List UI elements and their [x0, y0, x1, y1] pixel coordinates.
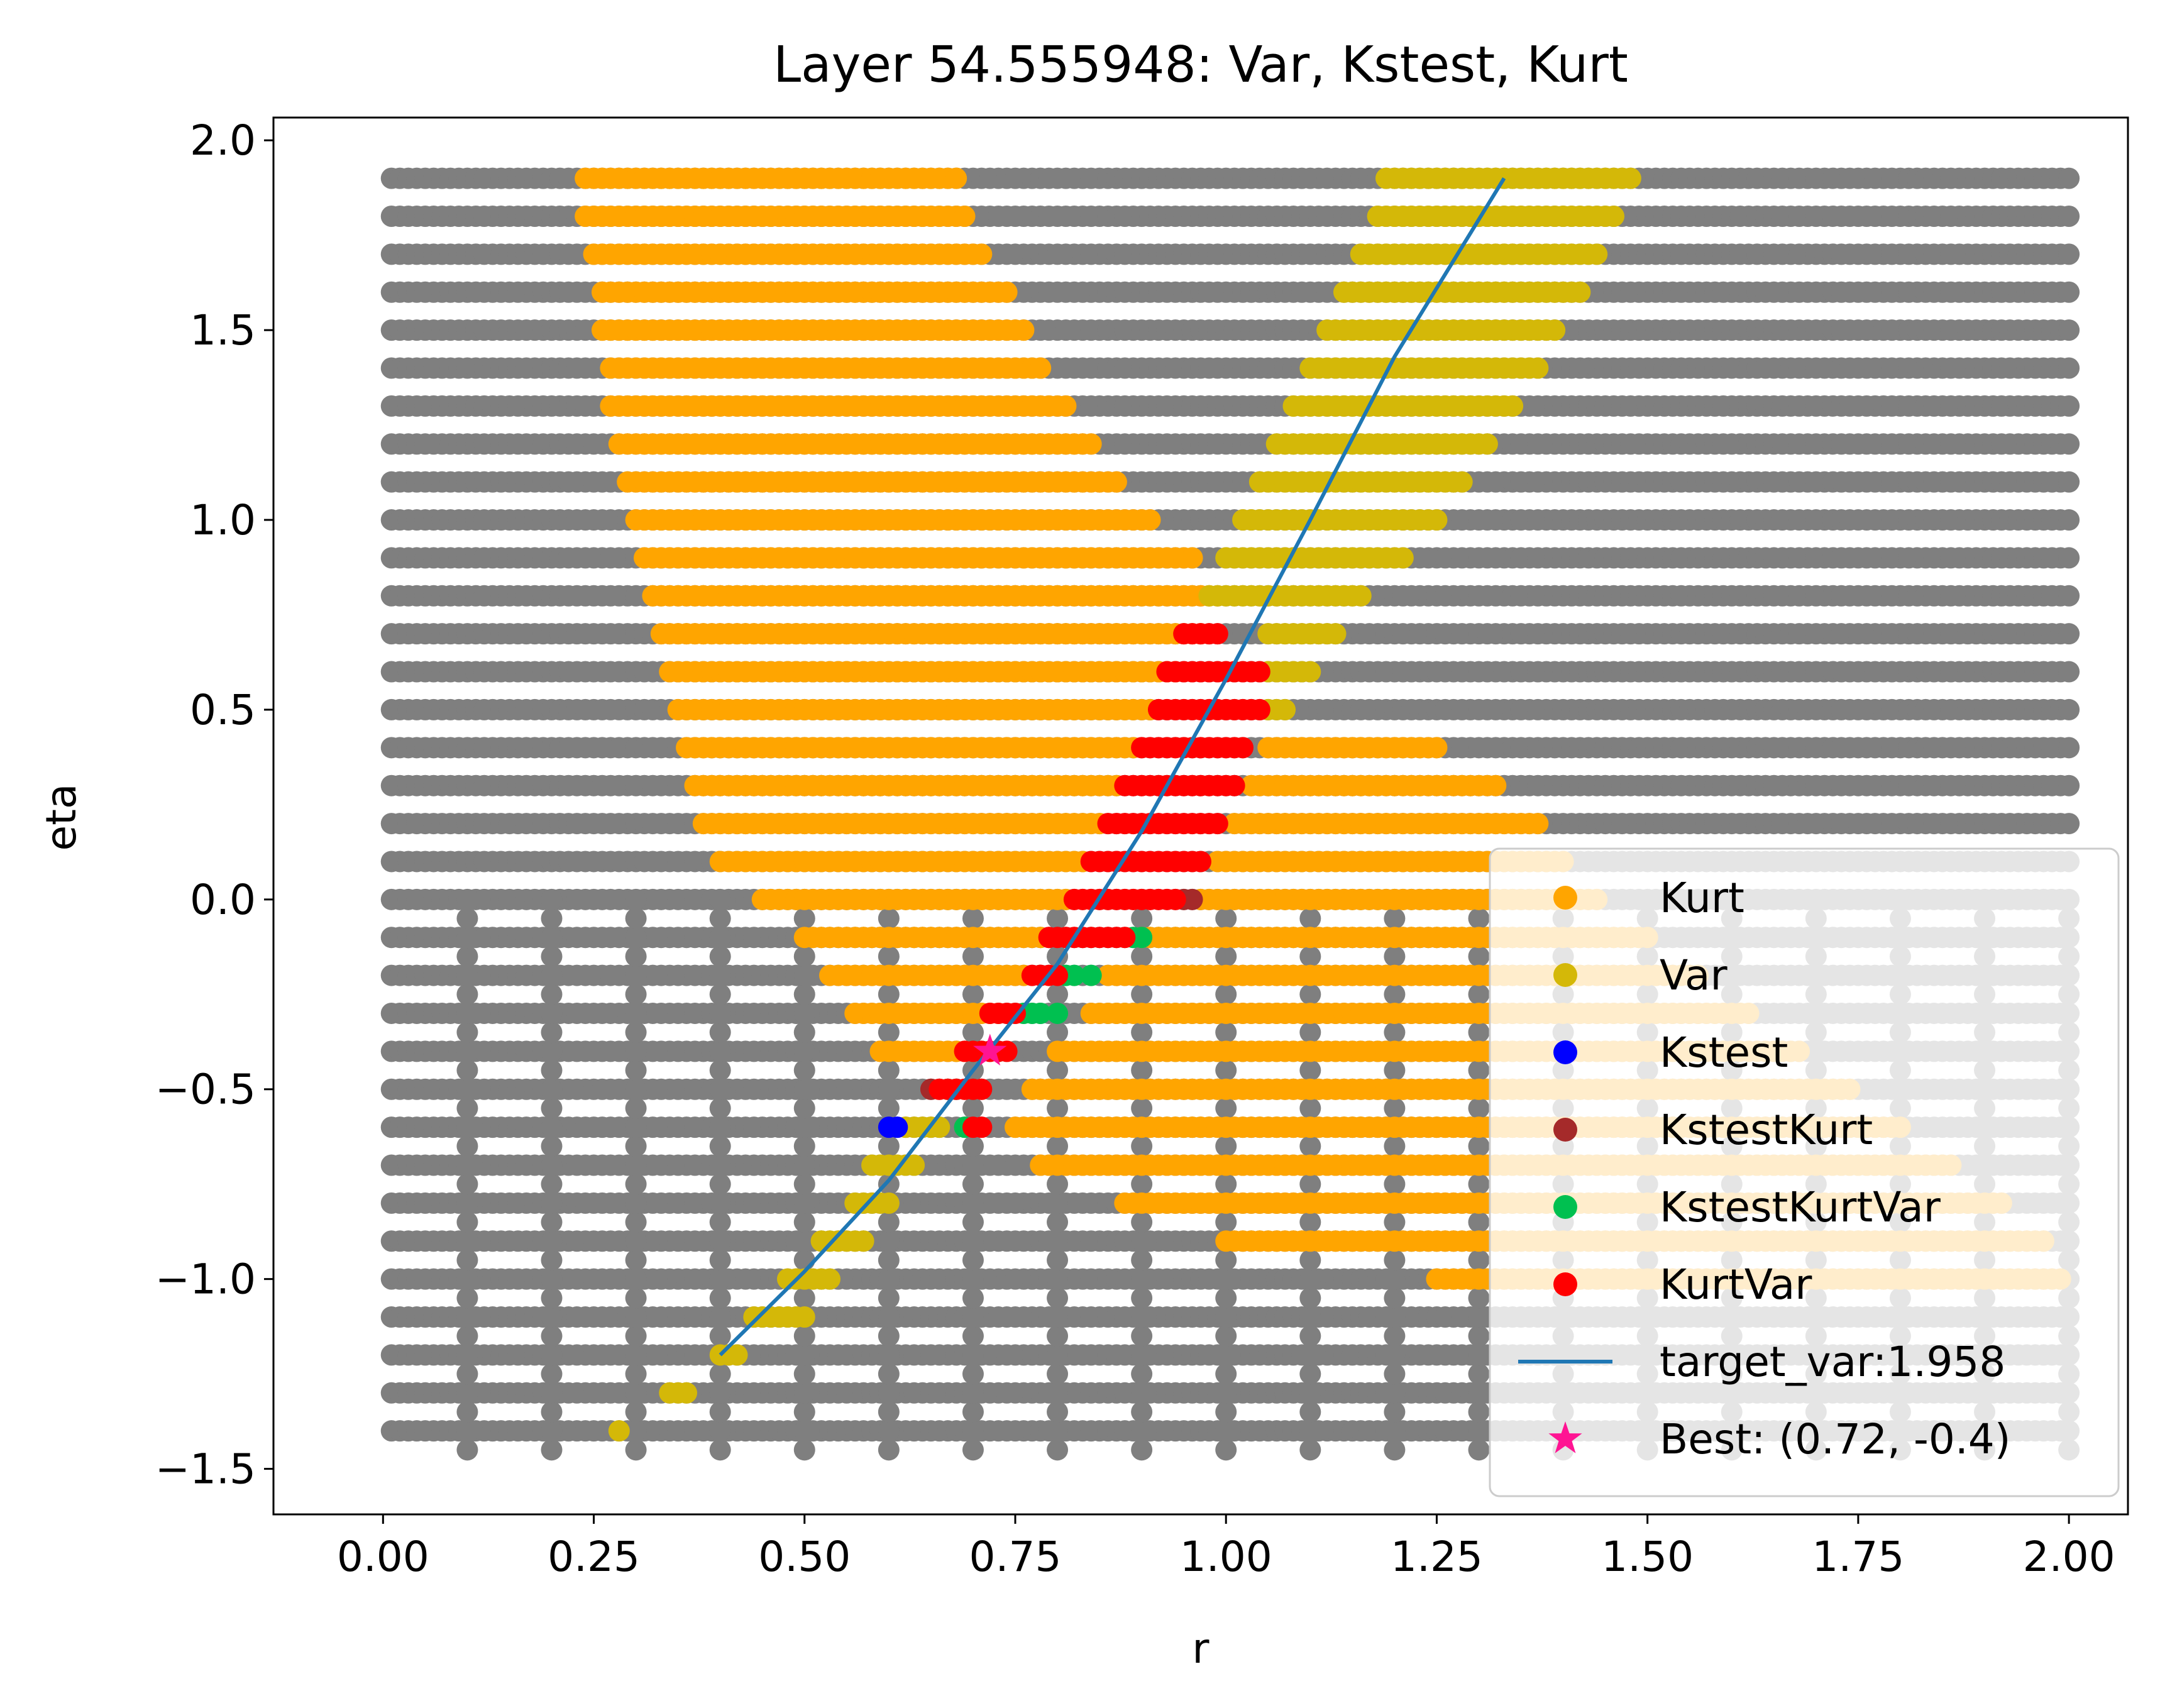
grid-point: [2058, 737, 2080, 759]
grid-point: [2058, 585, 2080, 607]
chart-title: Layer 54.555948: Var, Kstest, Kurt: [773, 36, 1628, 94]
grid-point: [2058, 813, 2080, 835]
grid-point: [2058, 471, 2080, 493]
grid-point: [2058, 698, 2080, 720]
grid-point: [2058, 774, 2080, 796]
grid-point: [2058, 547, 2080, 569]
grid-point: [2058, 509, 2080, 531]
grid-point: [2058, 623, 2080, 645]
grid-point: [2058, 661, 2080, 683]
